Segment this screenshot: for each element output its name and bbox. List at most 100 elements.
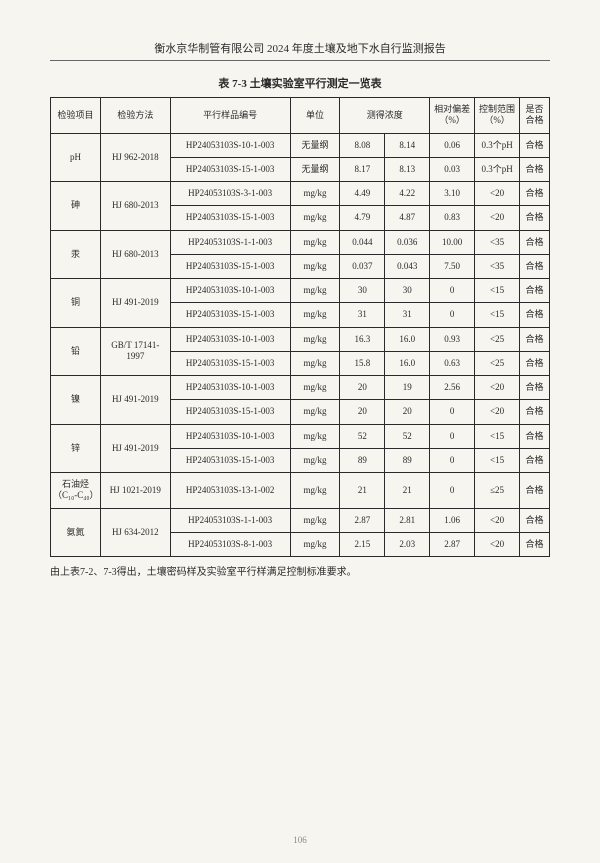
cell-dev: 0 (430, 279, 475, 303)
cell-ok: 合格 (520, 133, 550, 157)
table-row: 铜HJ 491-2019HP24053103S-10-1-003mg/kg303… (51, 279, 550, 303)
table-row: 铅GB/T 17141-1997HP24053103S-10-1-003mg/k… (51, 327, 550, 351)
cell-ctrl: ≤25 (475, 473, 520, 509)
cell-ok: 合格 (520, 532, 550, 556)
cell-v1: 4.49 (340, 182, 385, 206)
cell-v2: 0.036 (385, 230, 430, 254)
cell-ctrl: <25 (475, 351, 520, 375)
cell-ctrl: <15 (475, 279, 520, 303)
table-row: 石油烃（C₁₀-C₄₀）HJ 1021-2019HP24053103S-13-1… (51, 473, 550, 509)
cell-ok: 合格 (520, 351, 550, 375)
cell-v2: 20 (385, 400, 430, 424)
cell-method: GB/T 17141-1997 (100, 327, 170, 376)
cell-unit: mg/kg (290, 532, 340, 556)
table-head: 检验项目 检验方法 平行样品编号 单位 测得浓度 相对偏差（%） 控制范围（%）… (51, 98, 550, 134)
cell-sample: HP24053103S-1-1-003 (170, 230, 290, 254)
cell-unit: mg/kg (290, 424, 340, 448)
cell-sample: HP24053103S-15-1-003 (170, 351, 290, 375)
cell-dev: 0.03 (430, 157, 475, 181)
cell-unit: 无量纲 (290, 133, 340, 157)
cell-v2: 21 (385, 473, 430, 509)
cell-dev: 0 (430, 424, 475, 448)
cell-v2: 52 (385, 424, 430, 448)
cell-sample: HP24053103S-15-1-003 (170, 254, 290, 278)
cell-dev: 2.56 (430, 376, 475, 400)
cell-param: 汞 (51, 230, 101, 279)
cell-sample: HP24053103S-10-1-003 (170, 327, 290, 351)
col-unit: 单位 (290, 98, 340, 134)
cell-v2: 4.22 (385, 182, 430, 206)
cell-unit: mg/kg (290, 303, 340, 327)
cell-method: HJ 491-2019 (100, 376, 170, 425)
report-header: 衡水京华制管有限公司 2024 年度土壤及地下水自行监测报告 (50, 40, 550, 61)
cell-v2: 16.0 (385, 351, 430, 375)
cell-dev: 0.93 (430, 327, 475, 351)
cell-unit: 无量纲 (290, 157, 340, 181)
cell-v2: 31 (385, 303, 430, 327)
cell-v1: 21 (340, 473, 385, 509)
cell-dev: 1.06 (430, 508, 475, 532)
table-body: pHHJ 962-2018HP24053103S-10-1-003无量纲8.08… (51, 133, 550, 557)
cell-unit: mg/kg (290, 254, 340, 278)
cell-ctrl: 0.3个pH (475, 133, 520, 157)
cell-v2: 2.03 (385, 532, 430, 556)
cell-param: 砷 (51, 182, 101, 231)
cell-unit: mg/kg (290, 508, 340, 532)
cell-param: 铜 (51, 279, 101, 328)
cell-unit: mg/kg (290, 351, 340, 375)
cell-v2: 2.81 (385, 508, 430, 532)
cell-param: 氨氮 (51, 508, 101, 557)
cell-ctrl: <20 (475, 400, 520, 424)
cell-dev: 7.50 (430, 254, 475, 278)
col-dev: 相对偏差（%） (430, 98, 475, 134)
cell-v1: 30 (340, 279, 385, 303)
cell-ok: 合格 (520, 230, 550, 254)
table-row: 锌HJ 491-2019HP24053103S-10-1-003mg/kg525… (51, 424, 550, 448)
cell-ok: 合格 (520, 400, 550, 424)
cell-method: HJ 491-2019 (100, 279, 170, 328)
cell-dev: 3.10 (430, 182, 475, 206)
cell-v1: 20 (340, 376, 385, 400)
cell-v2: 0.043 (385, 254, 430, 278)
col-ctrl: 控制范围（%） (475, 98, 520, 134)
cell-dev: 0 (430, 448, 475, 472)
cell-sample: HP24053103S-10-1-003 (170, 133, 290, 157)
cell-ctrl: <20 (475, 532, 520, 556)
table-row: 镍HJ 491-2019HP24053103S-10-1-003mg/kg201… (51, 376, 550, 400)
cell-sample: HP24053103S-15-1-003 (170, 303, 290, 327)
cell-ok: 合格 (520, 206, 550, 230)
cell-method: HJ 1021-2019 (100, 473, 170, 509)
cell-method: HJ 680-2013 (100, 182, 170, 231)
cell-dev: 10.00 (430, 230, 475, 254)
col-values: 测得浓度 (340, 98, 430, 134)
cell-v1: 8.17 (340, 157, 385, 181)
cell-ok: 合格 (520, 424, 550, 448)
table-caption: 表 7-3 土壤实验室平行测定一览表 (50, 75, 550, 91)
cell-v1: 31 (340, 303, 385, 327)
cell-v2: 19 (385, 376, 430, 400)
cell-dev: 0 (430, 473, 475, 509)
cell-ctrl: <25 (475, 327, 520, 351)
cell-unit: mg/kg (290, 376, 340, 400)
cell-v2: 8.14 (385, 133, 430, 157)
cell-v1: 0.037 (340, 254, 385, 278)
cell-v1: 89 (340, 448, 385, 472)
cell-method: HJ 962-2018 (100, 133, 170, 182)
cell-v1: 16.3 (340, 327, 385, 351)
cell-unit: mg/kg (290, 327, 340, 351)
cell-ok: 合格 (520, 303, 550, 327)
cell-sample: HP24053103S-10-1-003 (170, 279, 290, 303)
data-table: 检验项目 检验方法 平行样品编号 单位 测得浓度 相对偏差（%） 控制范围（%）… (50, 97, 550, 557)
cell-v1: 0.044 (340, 230, 385, 254)
table-row: 砷HJ 680-2013HP24053103S-3-1-003mg/kg4.49… (51, 182, 550, 206)
cell-unit: mg/kg (290, 182, 340, 206)
cell-method: HJ 491-2019 (100, 424, 170, 473)
cell-param: 铅 (51, 327, 101, 376)
cell-v2: 4.87 (385, 206, 430, 230)
cell-ctrl: <35 (475, 254, 520, 278)
cell-unit: mg/kg (290, 206, 340, 230)
cell-sample: HP24053103S-15-1-003 (170, 400, 290, 424)
cell-ok: 合格 (520, 376, 550, 400)
cell-sample: HP24053103S-8-1-003 (170, 532, 290, 556)
cell-ctrl: <20 (475, 508, 520, 532)
